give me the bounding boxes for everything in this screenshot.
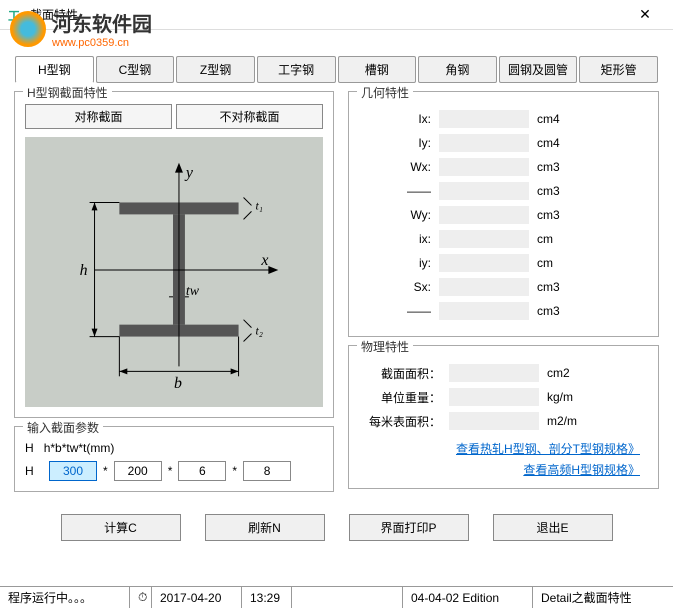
svg-text:t₂: t₂ xyxy=(255,324,262,338)
phys-label: 截面面积： xyxy=(359,365,449,382)
geo-value xyxy=(439,230,529,248)
phys-value xyxy=(449,388,539,406)
geo-row: —— cm3 xyxy=(359,182,648,200)
svg-text:b: b xyxy=(174,375,182,392)
geo-row: Wy: cm3 xyxy=(359,206,648,224)
h-label: H xyxy=(25,464,34,478)
geo-unit: cm3 xyxy=(537,208,577,222)
close-button[interactable]: ✕ xyxy=(625,6,665,23)
phys-row: 截面面积： cm2 xyxy=(359,364,648,382)
geo-value xyxy=(439,206,529,224)
geo-value xyxy=(439,110,529,128)
geo-row: Wx: cm3 xyxy=(359,158,648,176)
params-group: 输入截面参数 H h*b*tw*t(mm) H * * * xyxy=(14,426,334,492)
phys-value xyxy=(449,364,539,382)
geo-label: —— xyxy=(359,184,439,198)
input-tw[interactable] xyxy=(178,461,226,481)
svg-text:t₁: t₁ xyxy=(255,198,262,212)
phys-row: 单位重量： kg/m xyxy=(359,388,648,406)
geo-unit: cm3 xyxy=(537,280,577,294)
print-button[interactable]: 界面打印P xyxy=(349,514,469,541)
geo-legend: 几何特性 xyxy=(357,84,413,101)
input-t[interactable] xyxy=(243,461,291,481)
tab-bar: H型钢 C型钢 Z型钢 工字钢 槽钢 角钢 圆钢及圆管 矩形管 xyxy=(14,56,659,83)
clock-icon: ⏱ xyxy=(130,587,152,608)
geo-label: iy: xyxy=(359,256,439,270)
geo-value xyxy=(439,302,529,320)
geo-unit: cm xyxy=(537,256,577,270)
status-date: 2017-04-20 xyxy=(152,587,242,608)
input-h[interactable] xyxy=(49,461,97,481)
titlebar: 工 截面特性 ✕ xyxy=(0,0,673,30)
phys-unit: cm2 xyxy=(547,366,587,380)
geo-label: Wy: xyxy=(359,208,439,222)
geo-value xyxy=(439,182,529,200)
refresh-button[interactable]: 刷新N xyxy=(205,514,325,541)
svg-text:h: h xyxy=(80,262,88,279)
phys-value xyxy=(449,412,539,430)
geo-row: —— cm3 xyxy=(359,302,648,320)
geo-row: Sx: cm3 xyxy=(359,278,648,296)
status-bar: 程序运行中。。。 ⏱ 2017-04-20 13:29 04-04-02 Edi… xyxy=(0,586,673,608)
geo-value xyxy=(439,158,529,176)
status-time: 13:29 xyxy=(242,587,292,608)
section-group: H型钢截面特性 对称截面 不对称截面 y xyxy=(14,91,334,418)
phys-unit: m2/m xyxy=(547,414,587,428)
phys-row: 每米表面积： m2/m xyxy=(359,412,648,430)
geo-group: 几何特性 Ix:cm4Iy:cm4Wx:cm3——cm3Wy:cm3ix:cmi… xyxy=(348,91,659,337)
geo-row: iy: cm xyxy=(359,254,648,272)
calc-button[interactable]: 计算C xyxy=(61,514,181,541)
phys-legend: 物理特性 xyxy=(357,338,413,355)
spec-label: H xyxy=(25,441,34,455)
svg-text:y: y xyxy=(184,165,194,182)
geo-row: Iy: cm4 xyxy=(359,134,648,152)
phys-unit: kg/m xyxy=(547,390,587,404)
link-high-freq[interactable]: 查看高频H型钢规格》 xyxy=(359,457,648,478)
tab-channel[interactable]: 槽钢 xyxy=(338,56,417,83)
tab-round[interactable]: 圆钢及圆管 xyxy=(499,56,578,83)
geo-unit: cm3 xyxy=(537,304,577,318)
geo-label: Sx: xyxy=(359,280,439,294)
link-hot-rolled[interactable]: 查看热轧H型钢、剖分T型钢规格》 xyxy=(359,436,648,457)
status-running: 程序运行中。。。 xyxy=(0,587,130,608)
tab-z-steel[interactable]: Z型钢 xyxy=(176,56,255,83)
tab-h-steel[interactable]: H型钢 xyxy=(15,56,94,83)
geo-unit: cm3 xyxy=(537,160,577,174)
geo-label: —— xyxy=(359,304,439,318)
geo-label: Iy: xyxy=(359,136,439,150)
geo-row: ix: cm xyxy=(359,230,648,248)
geo-value xyxy=(439,254,529,272)
exit-button[interactable]: 退出E xyxy=(493,514,613,541)
asymmetric-button[interactable]: 不对称截面 xyxy=(176,104,323,129)
symmetric-button[interactable]: 对称截面 xyxy=(25,104,172,129)
status-detail: Detail之截面特性 xyxy=(533,587,673,608)
tab-c-steel[interactable]: C型钢 xyxy=(96,56,175,83)
status-edition: 04-04-02 Edition xyxy=(403,587,533,608)
params-legend: 输入截面参数 xyxy=(23,419,103,436)
geo-label: ix: xyxy=(359,232,439,246)
geo-unit: cm4 xyxy=(537,112,577,126)
geo-unit: cm3 xyxy=(537,184,577,198)
section-legend: H型钢截面特性 xyxy=(23,84,112,101)
svg-text:x: x xyxy=(260,252,268,269)
geo-value xyxy=(439,278,529,296)
geo-label: Ix: xyxy=(359,112,439,126)
phys-label: 单位重量： xyxy=(359,389,449,406)
geo-value xyxy=(439,134,529,152)
tab-i-steel[interactable]: 工字钢 xyxy=(257,56,336,83)
input-b[interactable] xyxy=(114,461,162,481)
geo-row: Ix: cm4 xyxy=(359,110,648,128)
phys-group: 物理特性 截面面积：cm2单位重量：kg/m每米表面积：m2/m 查看热轧H型钢… xyxy=(348,345,659,489)
app-icon: 工 xyxy=(8,7,24,23)
phys-label: 每米表面积： xyxy=(359,413,449,430)
geo-unit: cm4 xyxy=(537,136,577,150)
spec-format: h*b*tw*t(mm) xyxy=(44,441,115,455)
geo-unit: cm xyxy=(537,232,577,246)
geo-label: Wx: xyxy=(359,160,439,174)
section-diagram: y x h xyxy=(25,137,323,407)
tab-angle[interactable]: 角钢 xyxy=(418,56,497,83)
window-title: 截面特性 xyxy=(30,6,625,23)
tab-rect[interactable]: 矩形管 xyxy=(579,56,658,83)
